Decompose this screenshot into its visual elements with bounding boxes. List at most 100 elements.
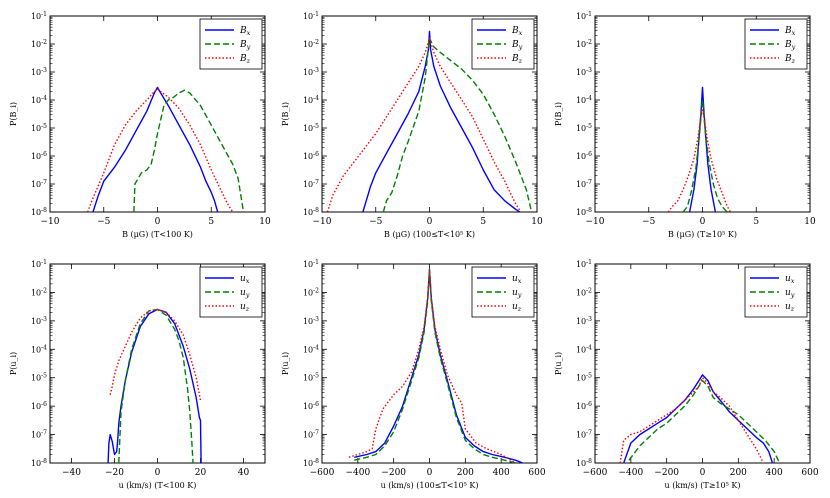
- x-tick-label: 0: [155, 217, 161, 227]
- series-line-y: [682, 99, 728, 212]
- x-tick-label: −200: [654, 468, 679, 478]
- y-axis-label: P(B_i): [9, 102, 18, 126]
- series-line-z: [348, 269, 516, 463]
- legend-label-y: By: [511, 40, 523, 51]
- y-tick-label: 10-3: [303, 67, 319, 77]
- x-tick-label: −10: [313, 217, 332, 227]
- y-tick-label: 10-1: [31, 259, 47, 269]
- legend-label-z: Bz: [239, 54, 251, 65]
- y-tick-label: 10-5: [31, 123, 47, 133]
- y-tick-label: 10-8: [576, 458, 592, 468]
- x-tick-label: 0: [155, 468, 161, 478]
- series-line-x: [688, 86, 717, 212]
- legend-label-z: uz: [240, 302, 250, 313]
- legend-label-x: Bx: [239, 26, 251, 37]
- y-axis-label: P(B_i): [281, 102, 290, 126]
- x-tick-label: 600: [801, 468, 818, 478]
- x-tick-label: −5: [97, 217, 111, 227]
- y-tick-label: 10-8: [576, 207, 592, 217]
- y-tick-label: 10-4: [303, 344, 319, 354]
- legend-label-x: ux: [785, 274, 795, 285]
- y-tick-label: 10-1: [303, 259, 319, 269]
- x-tick-label: −10: [586, 217, 605, 227]
- y-tick-label: 10-2: [576, 287, 592, 297]
- series-line-z: [109, 308, 202, 401]
- y-tick-label: 10-1: [576, 11, 592, 21]
- panel-u-warm: 10-8 10-7 10-6 10-5 10-4 10-3 10-2 10-1 −600 −400…: [281, 259, 546, 490]
- panel-b-warm: 10-8 10-7 10-6 10-5 10-4 10-3 10-2 10-1 −10 −5 0 5 1…: [281, 11, 543, 239]
- x-tick-label: 5: [753, 217, 759, 227]
- y-tick-label: 10-6: [576, 401, 592, 411]
- series-line-z: [86, 88, 234, 212]
- x-tick-label: 5: [480, 217, 486, 227]
- y-tick-label: 10-7: [303, 179, 319, 189]
- y-tick-label: 10-5: [31, 373, 47, 383]
- y-tick-label: 10-2: [303, 39, 319, 49]
- x-tick-label: 200: [457, 468, 474, 478]
- y-tick-label: 10-2: [31, 39, 47, 49]
- x-tick-label: 0: [700, 468, 706, 478]
- legend-box: [744, 18, 808, 70]
- y-tick-label: 10-3: [31, 67, 47, 77]
- series-line-x: [107, 308, 202, 463]
- legend-label-z: Bz: [511, 54, 523, 65]
- y-tick-label: 10-7: [31, 430, 47, 440]
- y-tick-label: 10-5: [303, 123, 319, 133]
- y-tick-label: 10-2: [303, 287, 319, 297]
- x-tick-label: −5: [642, 217, 656, 227]
- legend-label-z: uz: [785, 302, 795, 313]
- x-tick-label: 400: [493, 468, 510, 478]
- y-tick-label: 10-6: [576, 151, 592, 161]
- y-tick-label: 10-4: [303, 95, 319, 105]
- y-tick-label: 10-8: [31, 458, 47, 468]
- series-line-y: [118, 308, 194, 463]
- series-line-x: [362, 30, 521, 212]
- legend-label-x: ux: [240, 274, 250, 285]
- series-line-x: [623, 374, 774, 463]
- x-tick-label: −20: [105, 468, 124, 478]
- y-tick-label: 10-6: [303, 401, 319, 411]
- x-tick-label: 20: [195, 468, 207, 478]
- legend-label-x: Bx: [511, 26, 523, 37]
- x-axis-label: u (km/s) (T≥10⁵ K): [665, 481, 741, 490]
- y-tick-label: 10-3: [31, 316, 47, 326]
- series-line-z: [619, 377, 765, 463]
- y-tick-label: 10-4: [576, 344, 592, 354]
- x-tick-label: 400: [766, 468, 783, 478]
- x-axis-label: B (μG) (100≤T<10⁵ K): [384, 230, 475, 239]
- panel-b-cold: 10-8 10-7 10-6 10-5 10-4 10-3 10-2 10-1 −10 −5 0 5 1…: [9, 11, 271, 239]
- legend-label-x: ux: [512, 274, 522, 285]
- x-tick-label: 0: [700, 217, 706, 227]
- x-tick-label: −400: [345, 468, 370, 478]
- y-tick-label: 10-7: [576, 179, 592, 189]
- x-tick-label: 10: [804, 217, 816, 227]
- series-line-y: [382, 37, 533, 212]
- y-tick-label: 10-1: [576, 259, 592, 269]
- x-tick-label: 0: [427, 217, 433, 227]
- y-axis-label: P(u_i): [554, 352, 563, 375]
- x-tick-label: 600: [528, 468, 545, 478]
- x-tick-label: −40: [62, 468, 81, 478]
- x-tick-label: 5: [208, 217, 214, 227]
- x-tick-label: 10: [259, 217, 271, 227]
- y-tick-label: 10-3: [303, 316, 319, 326]
- x-tick-label: 40: [238, 468, 250, 478]
- y-tick-label: 10-5: [576, 123, 592, 133]
- panel-u-hot: 10-8 10-7 10-6 10-5 10-4 10-3 10-2 10-1 −600 −400…: [554, 259, 819, 490]
- y-tick-label: 10-4: [31, 344, 47, 354]
- x-tick-label: −400: [618, 468, 643, 478]
- y-tick-label: 10-7: [576, 430, 592, 440]
- panel-b-hot: 10-8 10-7 10-6 10-5 10-4 10-3 10-2 10-1 −10 −5 0 5 1…: [554, 11, 816, 239]
- y-tick-label: 10-8: [303, 458, 319, 468]
- series-line-z: [667, 107, 732, 212]
- y-tick-label: 10-5: [303, 373, 319, 383]
- panel-u-cold: 10-8 10-7 10-6 10-5 10-4 10-3 10-2 10-1 −40 −20 0 2…: [9, 259, 266, 490]
- series-line-y: [354, 270, 516, 463]
- x-tick-label: 10: [531, 217, 543, 227]
- legend-label-z: Bz: [784, 54, 796, 65]
- y-tick-label: 10-7: [303, 430, 319, 440]
- y-tick-label: 10-3: [576, 316, 592, 326]
- legend-label-y: uy: [240, 288, 250, 299]
- y-tick-label: 10-3: [576, 67, 592, 77]
